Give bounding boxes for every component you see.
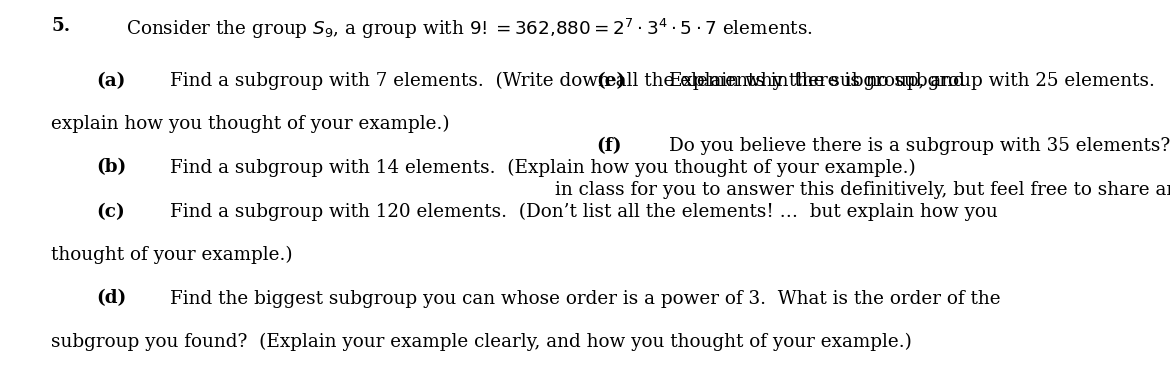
Text: Find a subgroup with 120 elements.  (Don’t list all the elements! …  but explain: Find a subgroup with 120 elements. (Don’… bbox=[170, 203, 997, 221]
Text: Find a subgroup with 7 elements.  (Write down all the elements in the subgroup, : Find a subgroup with 7 elements. (Write … bbox=[170, 72, 964, 90]
Text: in class for you to answer this definitively, but feel free to share any insight: in class for you to answer this definiti… bbox=[555, 181, 1170, 199]
Text: (d): (d) bbox=[96, 290, 126, 308]
Text: subgroup you found?  (Explain your example clearly, and how you thought of your : subgroup you found? (Explain your exampl… bbox=[51, 333, 913, 351]
Text: thought of your example.): thought of your example.) bbox=[51, 246, 294, 264]
Text: 5.: 5. bbox=[51, 17, 70, 35]
Text: (f): (f) bbox=[597, 137, 622, 155]
Text: Find the biggest subgroup you can whose order is a power of 3.  What is the orde: Find the biggest subgroup you can whose … bbox=[170, 290, 1000, 308]
Text: (c): (c) bbox=[96, 203, 125, 221]
Text: explain how you thought of your example.): explain how you thought of your example.… bbox=[51, 115, 450, 133]
Text: Consider the group $S_9$, a group with $9! = 362{,}880 = 2^7 \cdot 3^4 \cdot 5 \: Consider the group $S_9$, a group with $… bbox=[126, 17, 813, 41]
Text: Do you believe there is a subgroup with 35 elements?  We probably haven’t learne: Do you believe there is a subgroup with … bbox=[669, 137, 1170, 155]
Text: (e): (e) bbox=[597, 72, 626, 90]
Text: Find a subgroup with 14 elements.  (Explain how you thought of your example.): Find a subgroup with 14 elements. (Expla… bbox=[170, 158, 915, 176]
Text: Explain why there is no subgroup with 25 elements.: Explain why there is no subgroup with 25… bbox=[669, 72, 1155, 90]
Text: (a): (a) bbox=[96, 72, 125, 90]
Text: (b): (b) bbox=[96, 158, 126, 176]
